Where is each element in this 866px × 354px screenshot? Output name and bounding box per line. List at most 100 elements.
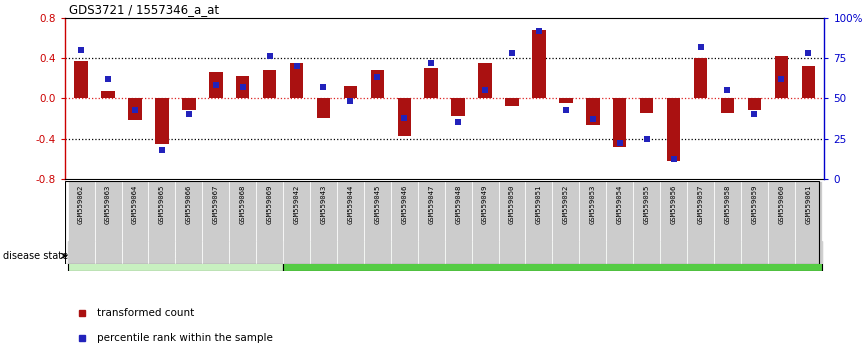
Bar — [290, 63, 303, 98]
Bar — [68, 181, 94, 264]
Text: GSM559044: GSM559044 — [347, 185, 353, 224]
Text: GSM559054: GSM559054 — [617, 185, 623, 224]
Point — [74, 47, 88, 53]
Bar — [795, 181, 822, 264]
Point — [344, 99, 358, 104]
Text: GSM559069: GSM559069 — [267, 185, 273, 224]
Point — [667, 156, 681, 162]
Bar — [155, 98, 169, 143]
Point — [317, 84, 331, 90]
Bar — [499, 181, 526, 264]
Bar — [586, 98, 599, 125]
Bar — [371, 70, 385, 98]
Point — [640, 136, 654, 141]
Point — [613, 141, 627, 146]
Bar — [203, 181, 229, 264]
Point — [155, 147, 169, 153]
Bar — [148, 181, 176, 264]
Bar — [721, 98, 734, 113]
Text: GSM559058: GSM559058 — [725, 185, 731, 224]
Bar — [397, 98, 411, 137]
Text: percentile rank within the sample: percentile rank within the sample — [97, 333, 273, 343]
Point — [721, 87, 734, 93]
Point — [801, 50, 815, 56]
Text: GSM559059: GSM559059 — [752, 185, 758, 224]
Bar — [417, 181, 445, 264]
Bar — [256, 181, 283, 264]
Point — [101, 76, 115, 82]
Point — [262, 53, 276, 59]
Text: GDS3721 / 1557346_a_at: GDS3721 / 1557346_a_at — [69, 3, 219, 16]
Bar — [391, 181, 417, 264]
Bar — [68, 241, 283, 271]
Bar — [263, 70, 276, 98]
Text: GSM559065: GSM559065 — [158, 185, 165, 224]
Point — [236, 84, 249, 90]
Point — [559, 107, 572, 112]
Text: GSM559066: GSM559066 — [186, 185, 192, 224]
Text: pPR: pPR — [541, 251, 563, 261]
Point — [505, 50, 519, 56]
Bar — [337, 181, 364, 264]
Text: GSM559068: GSM559068 — [240, 185, 246, 224]
Bar — [472, 181, 499, 264]
Bar — [209, 72, 223, 98]
Bar — [553, 181, 579, 264]
Bar — [176, 181, 203, 264]
Text: GSM559045: GSM559045 — [374, 185, 380, 224]
Bar — [606, 181, 633, 264]
Text: GSM559064: GSM559064 — [132, 185, 138, 224]
Bar — [344, 86, 357, 98]
Bar — [747, 98, 761, 110]
Point — [289, 63, 303, 69]
Bar — [444, 181, 472, 264]
Bar — [714, 181, 741, 264]
Point — [478, 87, 492, 93]
Point — [424, 60, 438, 65]
Bar — [802, 66, 815, 98]
Text: pCR: pCR — [165, 251, 186, 261]
Point — [747, 112, 761, 117]
Point — [774, 76, 788, 82]
Bar — [559, 98, 572, 103]
Bar — [667, 98, 681, 161]
Bar — [101, 91, 115, 98]
Text: GSM559067: GSM559067 — [213, 185, 219, 224]
Bar — [660, 181, 687, 264]
Point — [586, 116, 600, 122]
Bar — [74, 61, 87, 98]
Text: GSM559043: GSM559043 — [320, 185, 326, 224]
Text: GSM559052: GSM559052 — [563, 185, 569, 224]
Point — [209, 82, 223, 88]
Text: GSM559042: GSM559042 — [294, 185, 300, 224]
Bar — [613, 98, 626, 147]
Bar — [121, 181, 148, 264]
Text: GSM559055: GSM559055 — [643, 185, 650, 224]
Text: GSM559048: GSM559048 — [456, 185, 462, 224]
Bar — [687, 181, 714, 264]
Bar — [741, 181, 768, 264]
Text: GSM559062: GSM559062 — [78, 185, 84, 224]
Bar — [229, 181, 256, 264]
Bar — [128, 98, 142, 120]
Point — [397, 115, 411, 120]
Text: GSM559060: GSM559060 — [779, 185, 785, 224]
Point — [451, 120, 465, 125]
Bar — [364, 181, 391, 264]
Point — [182, 112, 196, 117]
Bar — [505, 98, 519, 106]
Bar — [768, 181, 795, 264]
Bar — [774, 56, 788, 98]
Bar — [317, 98, 330, 118]
Bar — [451, 98, 465, 116]
Bar — [310, 181, 337, 264]
Bar — [694, 58, 708, 98]
Bar — [526, 181, 553, 264]
Text: GSM559061: GSM559061 — [805, 185, 811, 224]
Bar — [533, 30, 546, 98]
Text: GSM559050: GSM559050 — [509, 185, 515, 224]
Point — [532, 28, 546, 33]
Text: GSM559046: GSM559046 — [401, 185, 407, 224]
Text: GSM559056: GSM559056 — [670, 185, 676, 224]
Text: GSM559051: GSM559051 — [536, 185, 542, 224]
